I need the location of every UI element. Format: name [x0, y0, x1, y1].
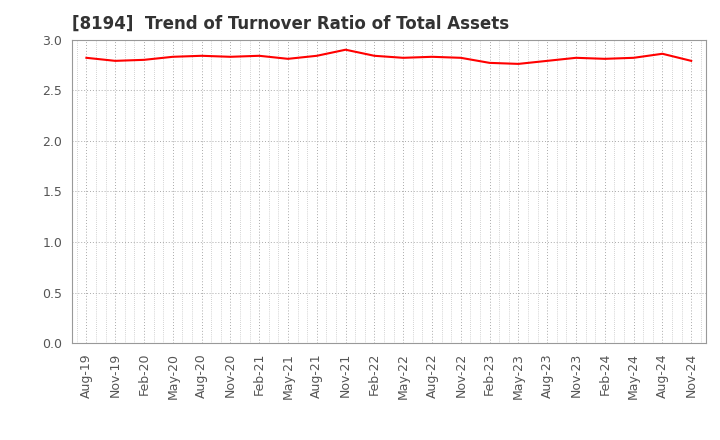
Text: [8194]  Trend of Turnover Ratio of Total Assets: [8194] Trend of Turnover Ratio of Total … [72, 15, 509, 33]
